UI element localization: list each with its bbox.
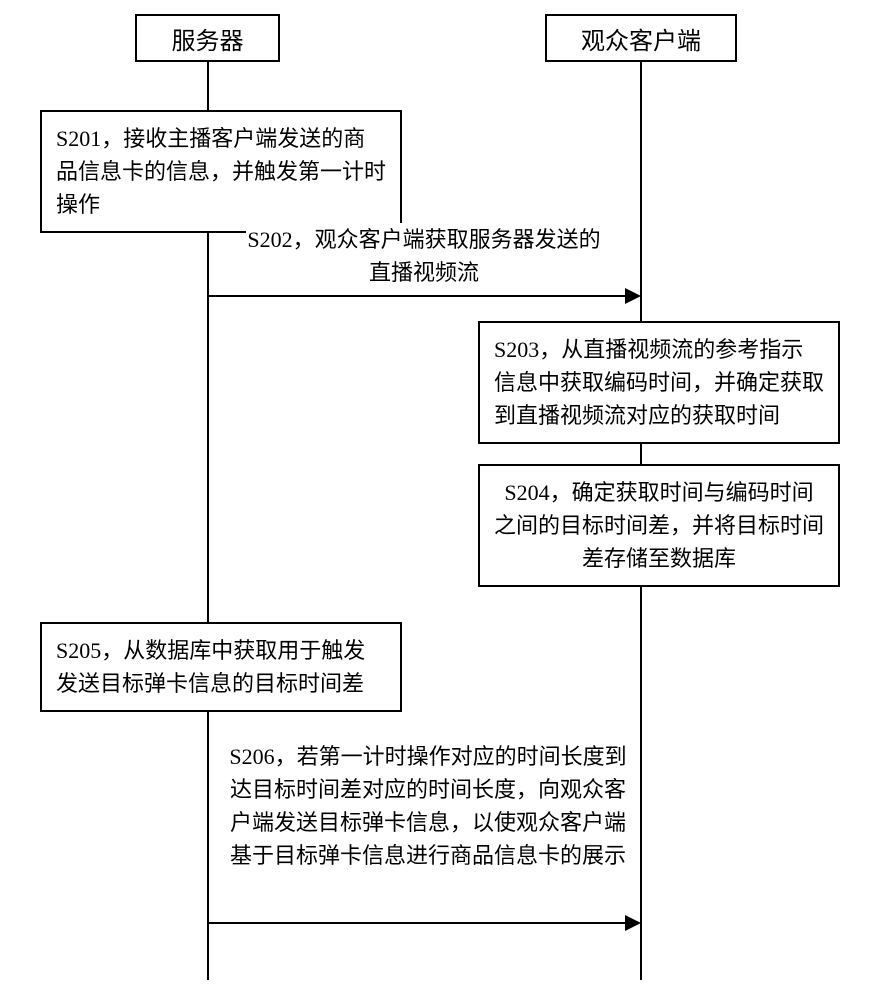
arrow-s202-head	[625, 288, 641, 304]
lifeline-head-server: 服务器	[135, 14, 280, 62]
step-s204: S204，确定获取时间与编码时间之间的目标时间差，并将目标时间差存储至数据库	[478, 464, 840, 587]
step-s205: S205，从数据库中获取用于触发发送目标弹卡信息的目标时间差	[40, 622, 402, 712]
lifeline-head-client: 观众客户端	[545, 14, 737, 62]
step-s202-label: S202，观众客户端获取服务器发送的直播视频流	[246, 223, 602, 289]
step-s203: S203，从直播视频流的参考指示信息中获取编码时间，并确定获取到直播视频流对应的…	[478, 321, 840, 444]
step-s203-text: S203，从直播视频流的参考指示信息中获取编码时间，并确定获取到直播视频流对应的…	[494, 337, 824, 428]
step-s205-text: S205，从数据库中获取用于触发发送目标弹卡信息的目标时间差	[56, 638, 365, 696]
arrow-s206	[208, 922, 626, 924]
step-s204-text: S204，确定获取时间与编码时间之间的目标时间差，并将目标时间差存储至数据库	[494, 480, 824, 571]
lifeline-label-client: 观众客户端	[581, 21, 701, 56]
arrow-s206-head	[625, 915, 641, 931]
lifeline-label-server: 服务器	[172, 21, 244, 56]
arrow-s202	[208, 295, 626, 297]
step-s202-text: S202，观众客户端获取服务器发送的直播视频流	[247, 227, 600, 285]
sequence-diagram-canvas: 服务器 观众客户端 S201，接收主播客户端发送的商品信息卡的信息，并触发第一计…	[0, 0, 883, 1000]
step-s201: S201，接收主播客户端发送的商品信息卡的信息，并触发第一计时操作	[40, 110, 402, 233]
step-s206-text: S206，若第一计时操作对应的时间长度到达目标时间差对应的时间长度，向观众客户端…	[229, 744, 626, 868]
step-s206-label: S206，若第一计时操作对应的时间长度到达目标时间差对应的时间长度，向观众客户端…	[228, 740, 628, 872]
step-s201-text: S201，接收主播客户端发送的商品信息卡的信息，并触发第一计时操作	[56, 126, 386, 217]
